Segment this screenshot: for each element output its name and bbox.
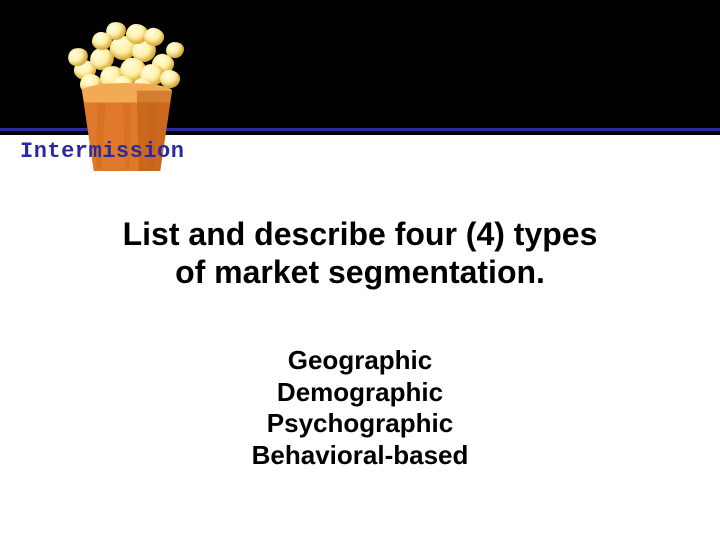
- segmentation-list: Geographic Demographic Psychographic Beh…: [0, 345, 720, 472]
- popcorn-kernel: [165, 41, 185, 59]
- list-item: Demographic: [0, 377, 720, 409]
- list-item: Psychographic: [0, 408, 720, 440]
- popcorn-icon: [62, 16, 192, 201]
- list-item: Geographic: [0, 345, 720, 377]
- popcorn-graphic: [62, 16, 192, 201]
- list-item: Behavioral-based: [0, 440, 720, 472]
- title-line-2: of market segmentation.: [175, 254, 545, 290]
- slide-title: List and describe four (4) types of mark…: [40, 215, 680, 292]
- intermission-label: Intermission: [20, 139, 184, 164]
- slide: Intermission List and describe four (4) …: [0, 0, 720, 540]
- title-line-1: List and describe four (4) types: [123, 216, 598, 252]
